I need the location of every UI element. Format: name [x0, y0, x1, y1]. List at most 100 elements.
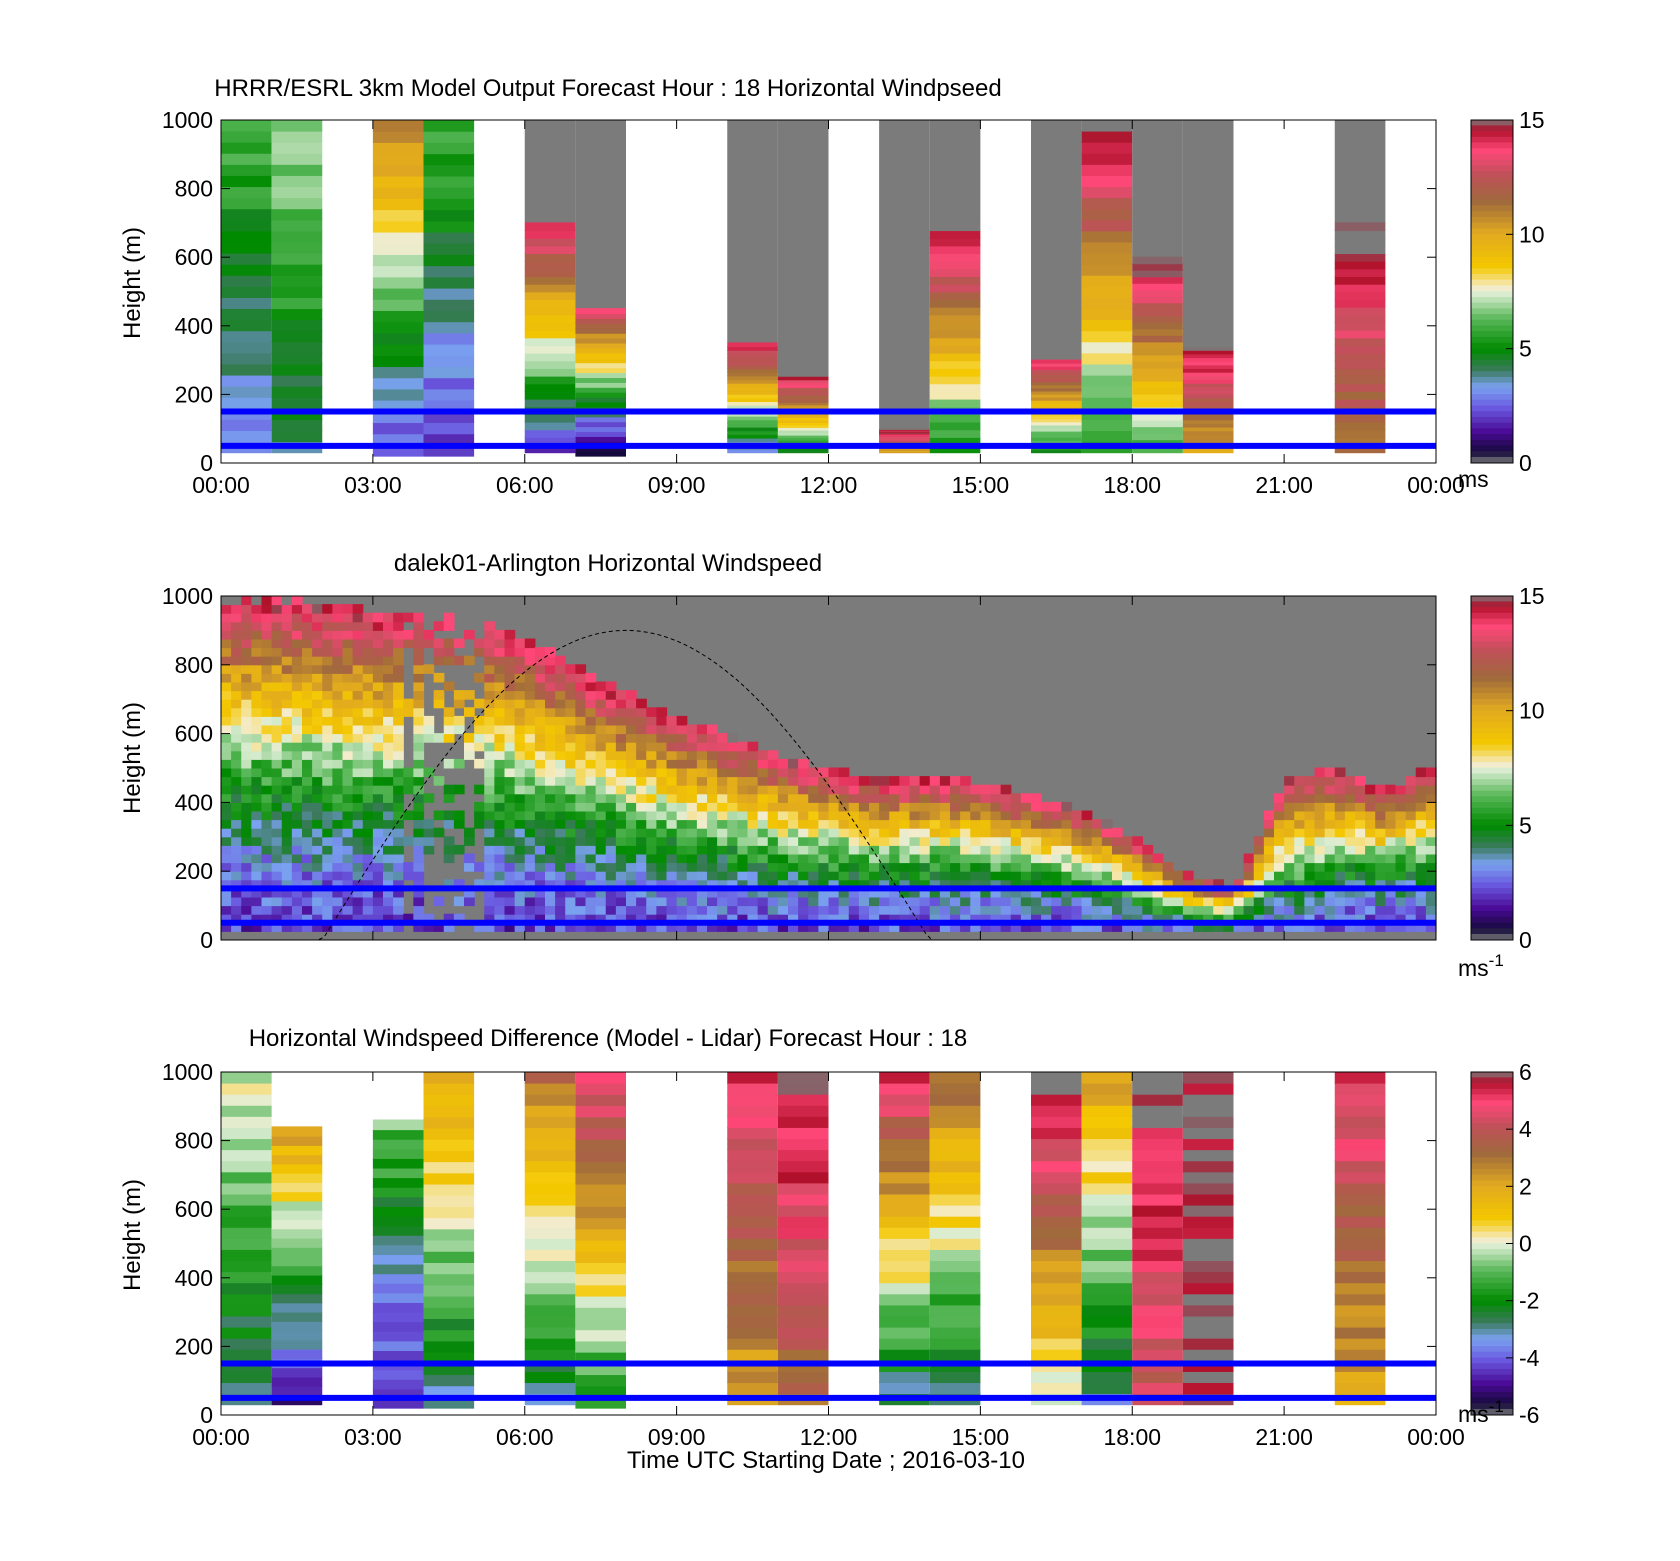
heatmap-cell [271, 141, 323, 154]
heatmap-cell [362, 681, 374, 692]
heatmap-cell [312, 905, 323, 915]
heatmap-cell [231, 801, 242, 812]
heatmap-cell [1355, 836, 1366, 846]
heatmap-cell [1031, 1182, 1082, 1195]
heatmap-cell [221, 296, 272, 310]
heatmap-cell [1334, 1204, 1386, 1217]
heatmap-cell [838, 896, 850, 907]
heatmap-cell [271, 130, 323, 143]
heatmap-cell [1274, 870, 1285, 881]
heatmap-cell [1010, 836, 1022, 846]
heatmap-cell [1132, 321, 1183, 330]
heatmap-cell [585, 690, 597, 700]
heatmap-cell [767, 810, 779, 821]
heatmap-cell [372, 298, 424, 311]
heatmap-cell [1182, 1082, 1234, 1095]
heatmap-cell [1132, 1115, 1183, 1128]
heatmap-cell [494, 879, 506, 889]
heatmap-cell [494, 707, 506, 717]
heatmap-cell [595, 784, 607, 795]
heatmap-cell [777, 439, 829, 444]
heatmap-cell [504, 776, 516, 786]
heatmap-cell [767, 896, 779, 907]
heatmap-cell [271, 647, 283, 657]
heatmap-cell [1031, 1126, 1082, 1140]
heatmap-cell [221, 681, 232, 692]
heatmap-cell [251, 801, 263, 812]
heatmap-cell [322, 750, 333, 760]
heatmap-cell [585, 715, 597, 726]
heatmap-cell [1223, 905, 1235, 915]
heatmap-cell [221, 174, 272, 188]
heatmap-cell [1334, 767, 1346, 778]
heatmap-cell [231, 844, 242, 855]
data-column [423, 1071, 475, 1409]
heatmap-cell [1334, 360, 1386, 369]
heatmap-cell [281, 741, 293, 752]
heatmap-cell [1081, 1370, 1133, 1384]
heatmap-cell [858, 844, 870, 855]
heatmap-cell [727, 1370, 778, 1384]
heatmap-cell [524, 291, 576, 301]
heatmap-cell [950, 922, 961, 932]
heatmap-cell [727, 1104, 778, 1117]
heatmap-cell [1031, 1337, 1082, 1350]
heatmap-cell [302, 836, 313, 846]
heatmap-cell [464, 896, 475, 907]
colorbar-segment [1471, 314, 1513, 321]
heatmap-cell [869, 836, 880, 846]
heatmap-cell [737, 879, 749, 889]
heatmap-cell [514, 681, 526, 692]
heatmap-cell [221, 870, 232, 881]
heatmap-cell [524, 741, 536, 752]
heatmap-cell [545, 647, 556, 657]
heatmap-cell [372, 698, 384, 709]
heatmap-cell [1081, 374, 1133, 387]
heatmap-cell [950, 793, 961, 803]
heatmap-cell [1162, 896, 1174, 907]
heatmap-cell [929, 1160, 981, 1173]
heatmap-cell [352, 638, 364, 649]
heatmap-cell [666, 836, 678, 846]
heatmap-cell [980, 913, 992, 924]
heatmap-cell [1314, 862, 1326, 872]
heatmap-cell [707, 801, 718, 812]
heatmap-cell [423, 309, 475, 323]
heatmap-cell [1081, 208, 1133, 221]
heatmap-cell [575, 793, 587, 803]
heatmap-cell [1091, 922, 1103, 932]
heatmap-cell [1132, 836, 1143, 846]
colorbar-segment [1471, 142, 1513, 150]
heatmap-cell [372, 1263, 424, 1275]
heatmap-cell [221, 715, 232, 726]
heatmap-cell [1334, 299, 1386, 308]
heatmap-cell [707, 836, 718, 846]
heatmap-cell [423, 1217, 475, 1230]
heatmap-cell [504, 801, 516, 812]
heatmap-cell [970, 844, 981, 855]
heatmap-cell [727, 887, 738, 898]
heatmap-cell [1081, 174, 1133, 188]
heatmap-cell [1182, 1382, 1234, 1395]
heatmap-cell [484, 672, 495, 683]
data-column [879, 120, 930, 454]
heatmap-cell [757, 887, 769, 898]
heatmap-cell [281, 715, 293, 726]
heatmap-cell [1415, 862, 1427, 872]
heatmap-cell [251, 690, 263, 700]
heatmap-cell [494, 724, 506, 735]
heatmap-cell [271, 1376, 323, 1387]
heatmap-cell [646, 776, 657, 786]
heatmap-cell [1051, 819, 1062, 829]
heatmap-cell [1182, 1171, 1234, 1184]
heatmap-cell [302, 750, 313, 760]
heatmap-cell [808, 801, 819, 812]
data-column [1182, 120, 1234, 454]
heatmap-cell [1031, 378, 1082, 383]
heatmap-cell [1162, 870, 1174, 881]
heatmap-cell [929, 810, 941, 821]
heatmap-cell [788, 776, 799, 786]
heatmap-cell [950, 801, 961, 812]
heatmap-cell [950, 896, 961, 907]
heatmap-cell [342, 629, 354, 640]
